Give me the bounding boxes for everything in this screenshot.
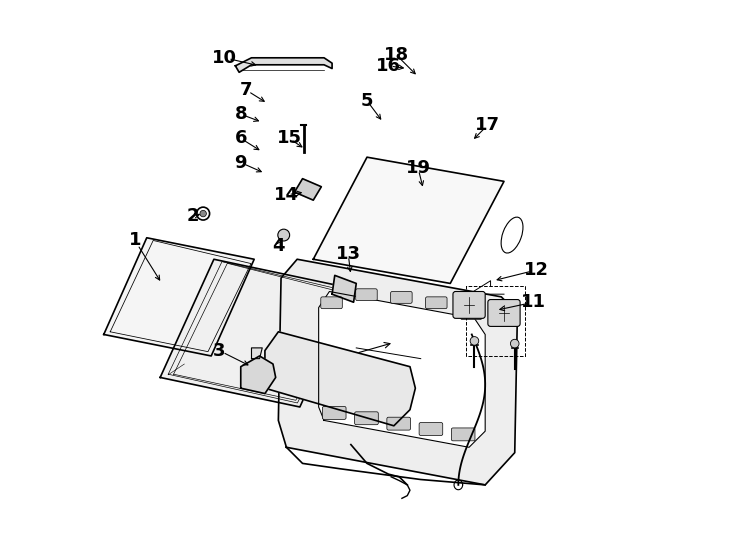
FancyBboxPatch shape bbox=[355, 412, 378, 425]
Polygon shape bbox=[252, 348, 262, 359]
Text: 13: 13 bbox=[335, 245, 360, 263]
FancyBboxPatch shape bbox=[390, 292, 412, 303]
Text: 19: 19 bbox=[406, 159, 431, 177]
Text: 9: 9 bbox=[234, 153, 247, 172]
FancyBboxPatch shape bbox=[321, 297, 342, 309]
Polygon shape bbox=[294, 179, 321, 200]
Polygon shape bbox=[278, 259, 517, 485]
Text: 3: 3 bbox=[213, 342, 225, 360]
Text: 6: 6 bbox=[234, 130, 247, 147]
Text: 8: 8 bbox=[234, 105, 247, 123]
FancyBboxPatch shape bbox=[387, 417, 410, 430]
Polygon shape bbox=[160, 259, 354, 407]
Text: 14: 14 bbox=[274, 186, 299, 204]
Text: 7: 7 bbox=[240, 81, 252, 99]
Text: 17: 17 bbox=[476, 116, 501, 134]
FancyBboxPatch shape bbox=[460, 308, 482, 320]
Circle shape bbox=[278, 229, 290, 241]
Text: 12: 12 bbox=[524, 261, 549, 279]
Text: 18: 18 bbox=[384, 46, 409, 64]
Circle shape bbox=[200, 211, 206, 217]
FancyBboxPatch shape bbox=[322, 407, 346, 420]
Text: 4: 4 bbox=[272, 237, 285, 255]
Text: 5: 5 bbox=[360, 92, 374, 110]
Text: 1: 1 bbox=[128, 232, 141, 249]
Text: 2: 2 bbox=[186, 207, 199, 225]
Circle shape bbox=[470, 336, 479, 345]
Text: 11: 11 bbox=[521, 293, 546, 311]
Polygon shape bbox=[265, 332, 415, 426]
FancyBboxPatch shape bbox=[356, 289, 377, 301]
FancyBboxPatch shape bbox=[453, 292, 485, 319]
Polygon shape bbox=[313, 157, 504, 284]
Text: 15: 15 bbox=[277, 130, 302, 147]
Polygon shape bbox=[236, 58, 332, 72]
FancyBboxPatch shape bbox=[451, 428, 475, 441]
Polygon shape bbox=[319, 292, 485, 447]
FancyBboxPatch shape bbox=[488, 300, 520, 326]
Circle shape bbox=[510, 339, 519, 348]
FancyBboxPatch shape bbox=[419, 423, 443, 435]
Polygon shape bbox=[332, 275, 356, 302]
Polygon shape bbox=[103, 238, 254, 356]
Text: 16: 16 bbox=[376, 57, 401, 75]
Text: 10: 10 bbox=[212, 49, 237, 67]
FancyBboxPatch shape bbox=[426, 297, 447, 309]
Polygon shape bbox=[241, 356, 276, 394]
